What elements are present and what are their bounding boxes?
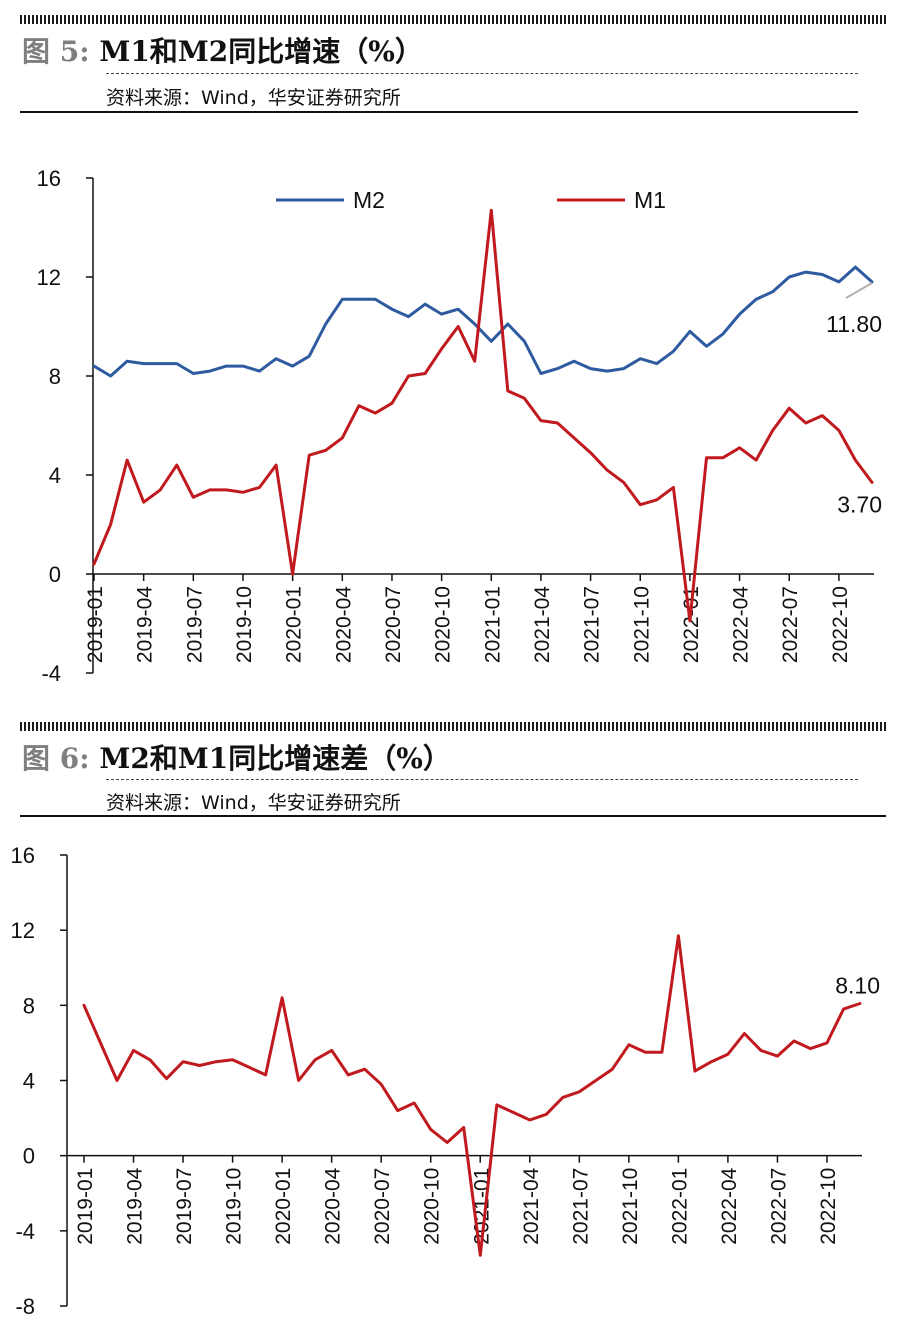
spread-last-value-label: 8.10: [835, 972, 880, 998]
figure6-dashed-rule: [106, 779, 858, 780]
x-tick-label: 2019-10: [233, 586, 256, 663]
m1-m2-growth-chart: -4 0 4 8 12 16 2019-01 2019-04 2019-07 2019-10 202…: [37, 166, 882, 686]
x-tick-label: 2022-10: [817, 1168, 840, 1245]
figure5-number: 图 5:: [22, 35, 90, 68]
figure6-title: 图 6: M2和M1同比增速差（%）: [22, 737, 451, 777]
y-tick-label: 8: [49, 364, 61, 389]
x-tick-label: 2020-01: [272, 1168, 295, 1245]
series-line-m2: [92, 265, 874, 378]
x-tick-label: 2022-07: [779, 586, 802, 663]
figure5-title: 图 5: M1和M2同比增速（%）: [22, 30, 423, 70]
x-tick-label: 2022-04: [718, 1167, 741, 1244]
x-tick-label: 2019-07: [183, 586, 206, 663]
x-tick-label: 2020-07: [371, 1168, 394, 1245]
x-tick-label: 2020-04: [332, 586, 355, 663]
figure5-dashed-rule: [106, 73, 858, 74]
x-tick-label: 2021-01: [481, 586, 504, 663]
y-tick-label: 16: [11, 843, 35, 868]
x-tick-label: 2021-04: [520, 1167, 543, 1244]
y-tick-label: 8: [23, 993, 35, 1018]
x-tick-label: 2019-10: [223, 1168, 246, 1245]
y-tick-label: 0: [49, 562, 61, 587]
figure5-top-border: [20, 15, 886, 24]
x-tick-label: 2020-07: [382, 586, 405, 663]
y-tick-label: -4: [15, 1219, 35, 1244]
m1-last-value-label: 3.70: [837, 491, 882, 517]
figure6-title-text: M2和M1同比增速差（%）: [99, 742, 451, 775]
x-tick-label: 2019-04: [134, 586, 157, 663]
figure6-number: 图 6:: [22, 742, 90, 775]
legend-m1-label: M1: [634, 187, 666, 213]
x-tick-label: 2021-10: [630, 586, 653, 663]
m2-annotation-leader: [845, 282, 873, 299]
x-tick-label: 2021-07: [581, 586, 604, 663]
y-tick-label: -8: [15, 1294, 35, 1319]
x-tick-label: 2021-07: [569, 1168, 592, 1245]
x-tick-label: 2020-10: [432, 586, 455, 663]
x-tick-label: 2019-07: [173, 1168, 196, 1245]
x-tick-label: 2020-04: [322, 1167, 345, 1244]
x-tick-label: 2019-04: [124, 1167, 147, 1244]
x-tick-label: 2022-01: [680, 586, 703, 663]
y-tick-label: -4: [41, 661, 61, 686]
x-tick-label: 2019-01: [74, 1168, 97, 1245]
y-tick-label: 12: [11, 918, 35, 943]
y-tick-label: 4: [23, 1069, 35, 1094]
y-tick-label: 0: [23, 1144, 35, 1169]
figure5-bottom-rule: [20, 111, 858, 113]
x-tick-label: 2022-10: [829, 586, 852, 663]
figure5-title-text: M1和M2同比增速（%）: [99, 35, 423, 68]
legend-m2-label: M2: [353, 187, 385, 213]
series-line-spread: [82, 934, 862, 1257]
figure6-source: 资料来源：Wind，华安证券研究所: [106, 792, 401, 814]
x-tick-label: 2019-01: [84, 586, 107, 663]
m2-last-value-label: 11.80: [826, 311, 882, 337]
x-tick-label: 2021-10: [619, 1168, 642, 1245]
x-tick-label: 2020-01: [283, 586, 306, 663]
y-tick-label: 12: [37, 265, 61, 290]
figure6-bottom-rule: [20, 815, 886, 817]
x-tick-label: 2022-04: [730, 586, 753, 663]
x-tick-label: 2022-01: [668, 1168, 691, 1245]
x-tick-label: 2022-07: [767, 1168, 790, 1245]
x-tick-label: 2021-04: [531, 586, 554, 663]
series-line-m1: [92, 208, 874, 623]
y-tick-label: 4: [49, 463, 61, 488]
y-tick-label: 16: [37, 166, 61, 191]
x-tick-label: 2020-10: [421, 1168, 444, 1245]
m2-m1-spread-chart: -8 -4 0 4 8 12 16 2019-01 2019-04 2019-07 2019-10 2…: [11, 843, 880, 1319]
figure5-source: 资料来源：Wind，华安证券研究所: [106, 87, 401, 109]
figure6-top-border: [20, 722, 886, 731]
